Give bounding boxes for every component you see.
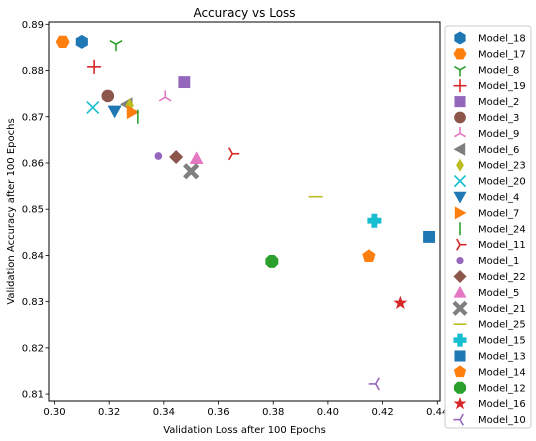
point-model-3 xyxy=(101,89,115,103)
legend-marker-model-3 xyxy=(454,111,466,124)
legend-label-model-4: Model_4 xyxy=(478,193,519,204)
point-model-10 xyxy=(368,377,380,391)
legend-marker-model-6 xyxy=(453,142,466,156)
y-tick-label: 0.88 xyxy=(22,66,44,77)
legend-marker-model-9 xyxy=(453,126,467,138)
legend-marker-model-8 xyxy=(453,65,467,77)
legend-label-model-17: Model_17 xyxy=(478,49,526,60)
y-tick-label: 0.83 xyxy=(22,297,44,308)
legend-marker-model-10 xyxy=(453,413,464,426)
legend-label-model-13: Model_13 xyxy=(478,352,526,363)
legend-label-model-3: Model_3 xyxy=(478,113,519,124)
legend-label-model-24: Model_24 xyxy=(478,224,526,235)
y-tick-label: 0.87 xyxy=(22,112,44,123)
point-model-2 xyxy=(178,76,191,89)
point-model-17 xyxy=(55,35,70,48)
legend-label-model-5: Model_5 xyxy=(478,288,519,299)
x-tick-label: 0.42 xyxy=(371,407,393,418)
y-tick-label: 0.86 xyxy=(22,158,44,169)
point-model-14 xyxy=(362,249,376,262)
legend-label-model-6: Model_6 xyxy=(478,145,519,156)
legend-marker-model-11 xyxy=(456,238,467,251)
legend-marker-model-18 xyxy=(454,31,466,45)
legend-label-model-19: Model_19 xyxy=(478,81,526,92)
legend-marker-model-14 xyxy=(453,365,467,378)
legend-marker-model-23 xyxy=(456,158,464,172)
y-tick-label: 0.82 xyxy=(22,343,44,354)
point-model-1 xyxy=(154,152,163,160)
legend-label-model-15: Model_15 xyxy=(478,336,526,347)
plot-frame xyxy=(48,21,441,402)
y-axis-title: Validation Accuracy after 100 Epochs xyxy=(6,118,17,304)
legend-marker-model-13 xyxy=(454,350,466,362)
x-tick-label: 0.34 xyxy=(153,407,175,418)
legend-marker-model-4 xyxy=(453,191,467,204)
legend-label-model-22: Model_22 xyxy=(478,272,526,283)
legend-label-model-2: Model_2 xyxy=(478,97,519,108)
y-tick-label: 0.85 xyxy=(22,205,44,216)
chart-title: Accuracy vs Loss xyxy=(193,6,295,20)
x-axis-title: Validation Loss after 100 Epochs xyxy=(163,425,326,436)
legend-label-model-21: Model_21 xyxy=(478,304,526,315)
legend-marker-model-2 xyxy=(454,96,466,108)
legend-marker-model-22 xyxy=(453,270,467,283)
legend-label-model-12: Model_12 xyxy=(478,383,526,394)
point-model-11 xyxy=(228,147,240,161)
legend-marker-model-16 xyxy=(453,396,467,410)
legend-marker-model-5 xyxy=(453,285,467,298)
legend-marker-model-1 xyxy=(456,257,464,265)
legend-label-model-9: Model_9 xyxy=(478,129,519,140)
point-model-13 xyxy=(423,230,436,243)
point-model-19 xyxy=(87,59,102,74)
legend-label-model-8: Model_8 xyxy=(478,65,519,76)
x-tick-label: 0.32 xyxy=(98,407,120,418)
legend-marker-model-17 xyxy=(453,48,467,60)
point-model-18 xyxy=(75,34,88,49)
legend-label-model-16: Model_16 xyxy=(478,399,526,410)
y-tick-label: 0.81 xyxy=(22,390,44,401)
legend-label-model-20: Model_20 xyxy=(478,177,526,188)
legend-marker-model-15 xyxy=(453,333,467,347)
point-model-4 xyxy=(107,105,122,119)
legend-label-model-18: Model_18 xyxy=(478,34,526,45)
x-tick-label: 0.40 xyxy=(317,407,339,418)
legend-label-model-10: Model_10 xyxy=(478,415,526,426)
x-tick-label: 0.38 xyxy=(262,407,284,418)
point-model-12 xyxy=(265,254,279,268)
legend-box xyxy=(444,25,532,429)
x-tick-label: 0.44 xyxy=(426,407,448,418)
x-tick-label: 0.30 xyxy=(43,407,65,418)
y-tick-label: 0.89 xyxy=(22,20,44,31)
point-model-20 xyxy=(86,100,100,115)
legend-marker-model-12 xyxy=(453,381,467,394)
legend-marker-model-7 xyxy=(454,206,467,220)
legend-marker-model-20 xyxy=(453,175,467,188)
legend-label-model-7: Model_7 xyxy=(478,208,519,219)
point-model-7 xyxy=(126,105,140,120)
legend-marker-model-21 xyxy=(452,300,468,316)
x-tick-label: 0.36 xyxy=(207,407,229,418)
point-model-22 xyxy=(169,149,184,164)
legend-label-model-11: Model_11 xyxy=(478,240,526,251)
point-model-5 xyxy=(189,151,204,164)
legend-label-model-14: Model_14 xyxy=(478,367,526,378)
point-model-15 xyxy=(367,213,382,228)
legend-label-model-25: Model_25 xyxy=(478,320,526,331)
legend-label-model-1: Model_1 xyxy=(478,256,519,267)
point-model-21 xyxy=(183,163,200,180)
y-tick-label: 0.84 xyxy=(22,251,44,262)
legend-marker-model-19 xyxy=(453,79,467,93)
legend-label-model-23: Model_23 xyxy=(478,161,526,172)
point-model-16 xyxy=(393,295,408,309)
point-model-9 xyxy=(158,90,172,102)
point-model-8 xyxy=(109,39,123,52)
